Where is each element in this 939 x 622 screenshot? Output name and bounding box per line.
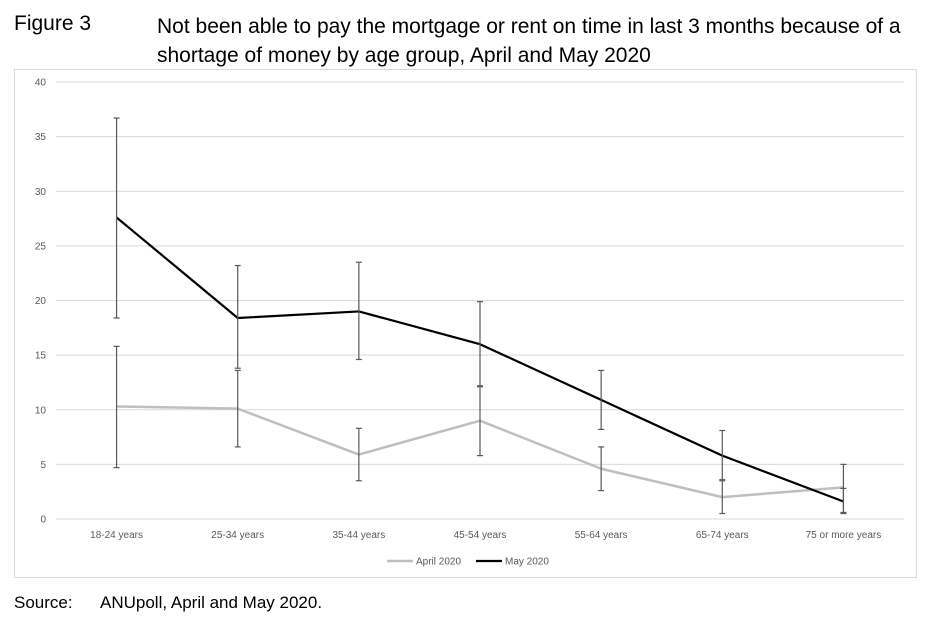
chart-area: 0 5 10 15 20 25 30 35 40 18-24 years 25-34 years 35… bbox=[14, 69, 917, 578]
y-tick-label: 25 bbox=[35, 241, 47, 252]
y-tick-label: 5 bbox=[40, 460, 46, 471]
y-tick-label: 10 bbox=[35, 405, 47, 416]
y-tick-label: 0 bbox=[40, 515, 46, 526]
line-chart: 0 5 10 15 20 25 30 35 40 18-24 years 25-34 years 35… bbox=[35, 78, 904, 568]
x-tick-label: 45-54 years bbox=[454, 530, 507, 541]
y-tick-label: 30 bbox=[35, 187, 47, 198]
source-text: ANUpoll, April and May 2020. bbox=[100, 593, 323, 612]
source-note: Source: ANUpoll, April and May 2020. bbox=[14, 593, 322, 613]
x-tick-label: 35-44 years bbox=[332, 530, 385, 541]
legend-label: May 2020 bbox=[505, 557, 549, 568]
source-label: Source: bbox=[14, 593, 73, 612]
x-tick-label: 25-34 years bbox=[211, 530, 264, 541]
y-tick-label: 40 bbox=[35, 78, 47, 89]
x-tick-label: 75 or more years bbox=[806, 530, 882, 541]
figure-label: Figure 3 bbox=[14, 12, 92, 35]
chart-title: Not been able to pay the mortgage or ren… bbox=[157, 15, 901, 67]
x-tick-label: 18-24 years bbox=[90, 530, 143, 541]
y-tick-label: 15 bbox=[35, 351, 47, 362]
legend-label: April 2020 bbox=[416, 557, 461, 568]
y-tick-label: 35 bbox=[35, 132, 47, 143]
x-tick-label: 55-64 years bbox=[575, 530, 628, 541]
x-tick-label: 65-74 years bbox=[696, 530, 749, 541]
y-tick-label: 20 bbox=[35, 296, 47, 307]
